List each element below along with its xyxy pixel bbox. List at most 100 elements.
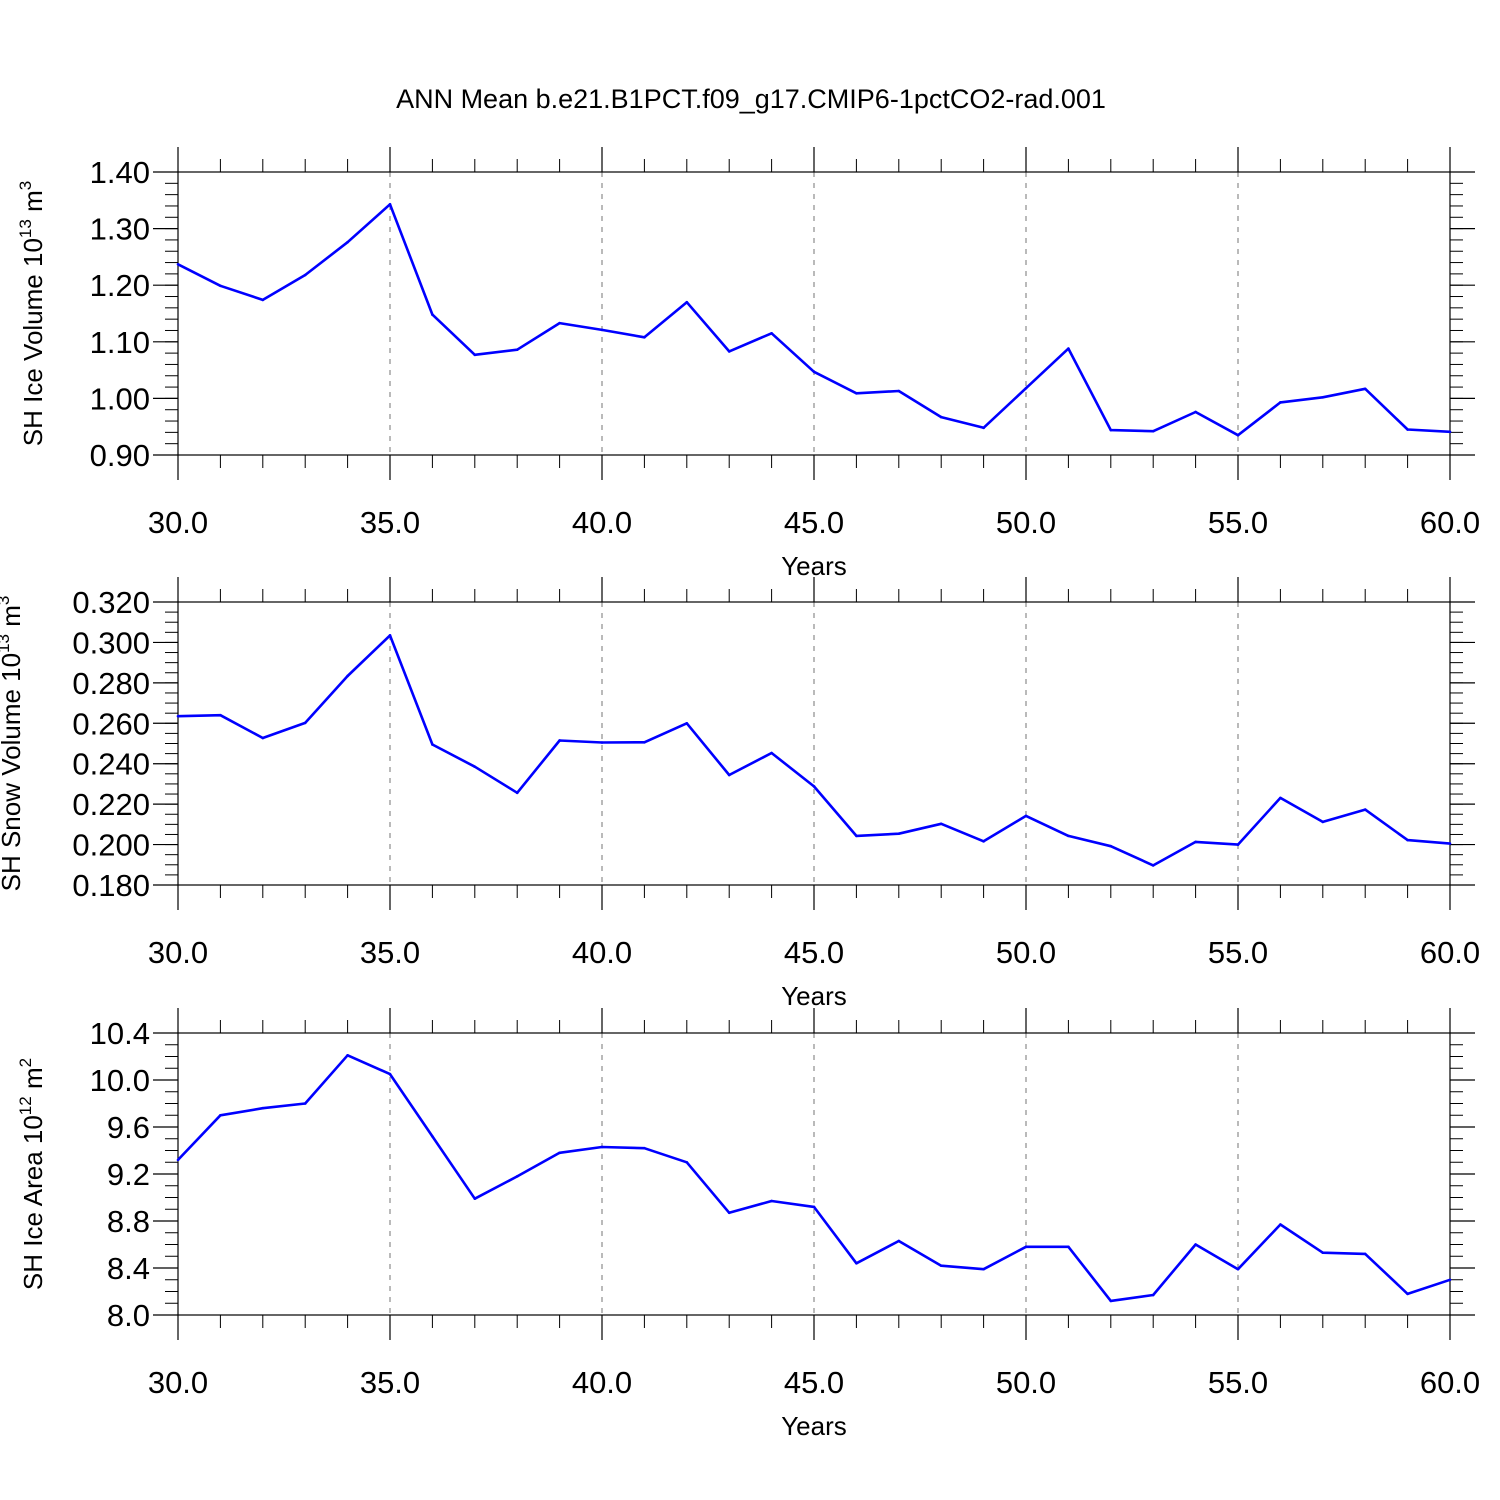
y-tick-label: 10.0 <box>90 1063 150 1098</box>
y-tick-label: 9.6 <box>107 1110 150 1145</box>
y-tick-label: 8.4 <box>107 1251 150 1286</box>
snow-volume-panel: 30.0 35.0 40.0 45.0 50.0 55.0 60.0 0.180 0.200 0.… <box>0 577 1480 1011</box>
data-point <box>1363 808 1367 811</box>
plot-frame <box>177 601 1451 886</box>
x-tick-label: 60.0 <box>1420 505 1480 540</box>
data-point <box>431 1135 434 1138</box>
data-point <box>727 350 731 353</box>
y-axis-title-unit: m <box>18 190 48 219</box>
y-axis-title-exponent: 12 <box>16 1096 35 1115</box>
y-tick-label: 1.40 <box>90 155 150 190</box>
x-tick-label: 45.0 <box>784 505 844 540</box>
data-point <box>897 1239 901 1243</box>
data-point <box>982 426 985 430</box>
data-point <box>1024 1245 1028 1249</box>
data-point <box>1279 401 1282 404</box>
x-tick-label: 35.0 <box>360 1365 420 1400</box>
plot-frame <box>177 171 1451 456</box>
data-point <box>558 1151 561 1155</box>
data-point <box>600 328 604 332</box>
y-axis-title: SH Ice Volume 1013 m3 <box>16 181 48 446</box>
y-axis-title-unit: m <box>18 1067 48 1096</box>
y-tick-label: 1.10 <box>90 325 150 360</box>
y-axis-title-text: SH Ice Area 10 <box>18 1115 48 1290</box>
y-tick-label: 1.20 <box>90 268 150 303</box>
data-point <box>600 741 604 744</box>
data-point <box>770 332 773 335</box>
data-point <box>812 785 816 788</box>
data-point <box>1363 1252 1367 1256</box>
y-tick-label: 10.4 <box>90 1016 150 1051</box>
data-point <box>939 415 943 419</box>
data-point <box>473 765 477 769</box>
data-point <box>303 1102 307 1105</box>
x-tick-label: 35.0 <box>360 505 420 540</box>
data-point <box>1109 1299 1113 1303</box>
y-tick-label: 0.300 <box>72 625 150 660</box>
data-point <box>346 1054 349 1057</box>
y-axis-title: SH Snow Volume 1013 m3 <box>0 596 26 892</box>
plot-frame <box>177 1032 1451 1316</box>
data-point <box>1279 1223 1282 1226</box>
data-point <box>1406 1292 1409 1296</box>
data-point <box>685 300 689 304</box>
data-point <box>515 348 519 352</box>
x-tick-label: 40.0 <box>572 505 632 540</box>
data-point <box>1194 410 1197 414</box>
data-point <box>1109 428 1113 432</box>
x-tick-label: 55.0 <box>1208 935 1268 970</box>
y-axis-title-text: SH Ice Volume 10 <box>18 238 48 446</box>
data-point <box>303 721 307 725</box>
x-tick-label: 30.0 <box>148 1365 208 1400</box>
chart-title: ANN Mean b.e21.B1PCT.f09_g17.CMIP6-1pctC… <box>396 84 1106 114</box>
x-tick-label: 30.0 <box>148 505 208 540</box>
data-point <box>727 773 731 777</box>
data-point <box>812 370 816 374</box>
data-point <box>219 713 222 717</box>
data-point <box>643 335 646 339</box>
data-point <box>770 1199 773 1203</box>
data-point <box>1321 1251 1325 1255</box>
y-tick-label: 0.200 <box>72 828 150 863</box>
data-point <box>982 1267 985 1271</box>
data-point <box>685 721 689 725</box>
y-axis-title-unit: m <box>0 605 26 634</box>
y-axis-title-exponent: 13 <box>16 219 35 238</box>
y-tick-label: 0.260 <box>72 706 150 741</box>
data-point <box>1024 386 1028 390</box>
data-point <box>261 736 265 740</box>
data-point <box>1151 429 1155 433</box>
y-axis-title-text: SH Snow Volume 10 <box>0 653 26 891</box>
data-point <box>1448 1278 1452 1282</box>
data-point <box>1067 1245 1070 1249</box>
x-tick-label: 40.0 <box>572 1365 632 1400</box>
data-point <box>346 674 349 678</box>
data-point <box>1109 844 1113 848</box>
panels: 30.0 35.0 40.0 45.0 50.0 55.0 60.0 0.90 1.00 1.10… <box>0 147 1480 1441</box>
data-point <box>219 1113 222 1117</box>
data-point <box>558 739 561 742</box>
x-tick-label: 60.0 <box>1420 1365 1480 1400</box>
data-point <box>897 389 901 393</box>
x-tick-label: 50.0 <box>996 1365 1056 1400</box>
y-tick-label: 1.00 <box>90 381 150 416</box>
x-tick-label: 60.0 <box>1420 935 1480 970</box>
data-point <box>1236 433 1240 437</box>
data-point <box>388 634 392 637</box>
y-axis-title: SH Ice Area 1012 m2 <box>16 1058 48 1290</box>
data-point <box>1321 395 1325 399</box>
data-point <box>1236 843 1240 846</box>
data-point <box>600 1145 604 1149</box>
data-point <box>1151 1293 1155 1297</box>
x-tick-label: 35.0 <box>360 935 420 970</box>
data-point <box>939 1264 943 1267</box>
data-point <box>388 1072 392 1076</box>
data-point <box>431 313 434 316</box>
y-tick-label: 0.90 <box>90 438 150 473</box>
y-tick-label: 0.220 <box>72 787 150 822</box>
data-point <box>388 202 392 206</box>
data-point <box>261 1106 265 1110</box>
y-tick-label: 0.240 <box>72 747 150 782</box>
data-point <box>1236 1267 1240 1271</box>
data-point <box>1151 864 1155 867</box>
